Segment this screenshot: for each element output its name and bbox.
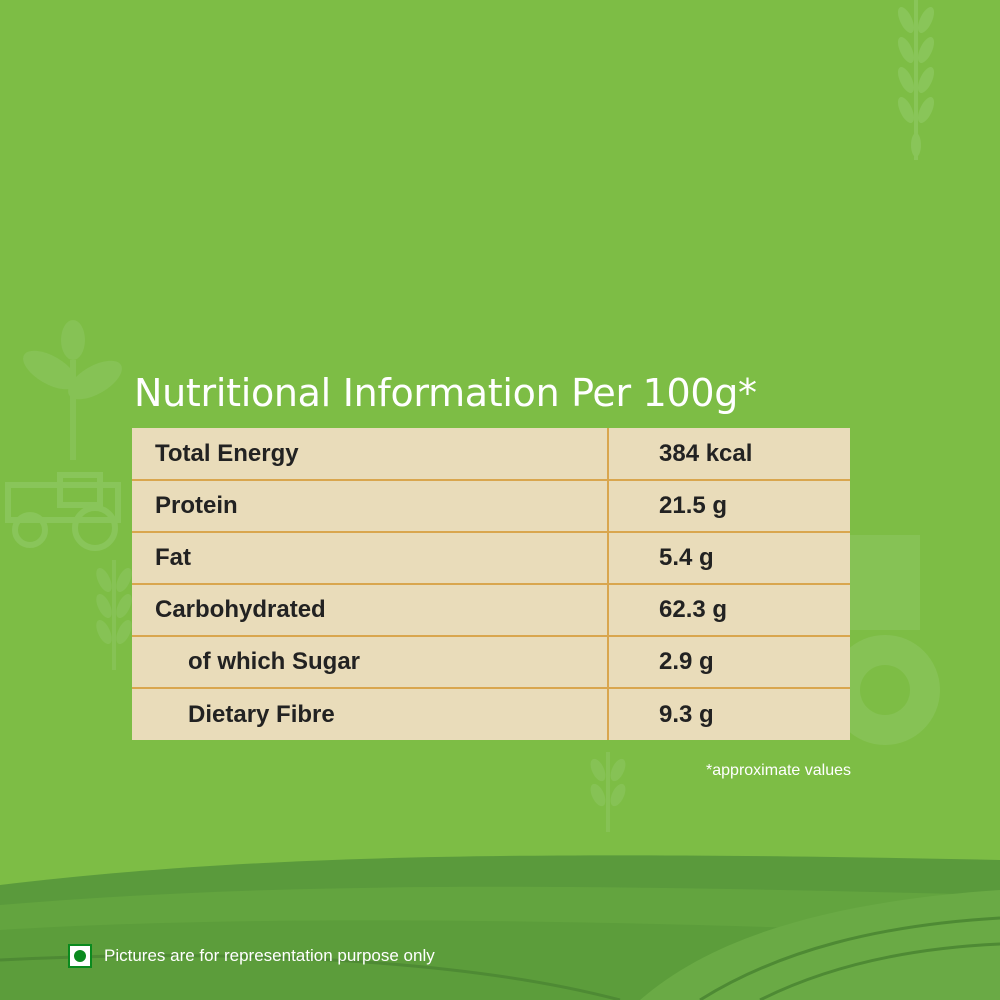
plant-icon [23,320,122,460]
table-row: Fat 5.4 g [132,532,850,585]
nutrient-name: Dietary Fibre [132,688,609,740]
disclaimer: Pictures are for representation purpose … [68,944,435,968]
wheat-stalk-icon [590,752,626,832]
nutrient-name: Total Energy [132,428,609,481]
approximate-note: *approximate values [706,762,851,779]
nutrient-value: 62.3 g [608,584,850,637]
table-row: of which Sugar 2.9 g [132,636,850,689]
veg-symbol-icon [68,944,92,968]
table-row: Dietary Fibre 9.3 g [132,688,850,740]
tractor-icon [5,472,121,551]
nutrient-value: 384 kcal [608,428,850,481]
table-row: Total Energy 384 kcal [132,428,850,481]
tractor-icon [830,535,940,745]
page-title: Nutritional Information Per 100g* [134,371,757,415]
disclaimer-text: Pictures are for representation purpose … [104,946,435,965]
nutrient-value: 2.9 g [608,636,850,689]
table-row: Protein 21.5 g [132,480,850,533]
nutrient-name: of which Sugar [132,636,609,689]
wheat-stalk-icon [96,560,132,670]
wheat-stalk-icon [897,0,935,160]
nutrient-name: Protein [132,480,609,533]
nutrient-value: 9.3 g [659,700,714,728]
nutrient-value: 5.4 g [608,532,850,585]
nutrient-name: Fat [132,532,609,585]
nutrient-name: Carbohydrated [132,584,609,637]
nutrient-value: 21.5 g [608,480,850,533]
nutrition-table: Total Energy 384 kcal Protein 21.5 g Fat… [132,428,850,740]
table-row: Carbohydrated 62.3 g [132,584,850,637]
